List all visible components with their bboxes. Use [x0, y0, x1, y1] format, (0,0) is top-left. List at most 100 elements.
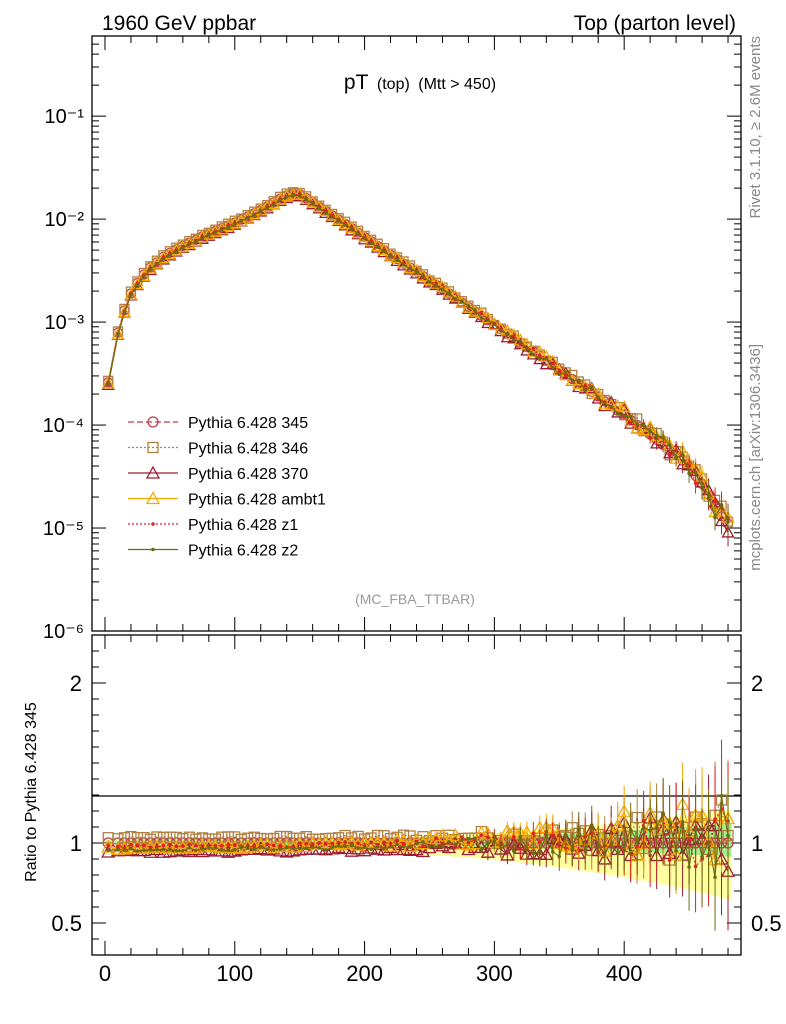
ratio-data-point: [525, 846, 529, 851]
ratio-data-point: [519, 824, 534, 838]
main-data-point: [726, 519, 730, 524]
main-data-point: [434, 284, 438, 288]
main-data-point: [486, 318, 490, 323]
legend-marker: [145, 465, 161, 479]
legend-label: Pythia 6.428 346: [188, 441, 308, 458]
ratio-data-point: [448, 828, 463, 842]
header-right: Top (parton level): [574, 12, 736, 35]
main-data-point: [278, 198, 283, 203]
legend-item: Pythia 6.428 346: [128, 441, 308, 458]
ratio-data-point: [667, 820, 672, 825]
ratio-data-point: [414, 841, 419, 846]
main-data-point: [615, 411, 620, 416]
main-data-point: [706, 492, 711, 497]
header-left: 1960 GeV ppbar: [102, 12, 256, 35]
main-data-point: [200, 236, 205, 240]
main-data-point: [479, 316, 484, 320]
ratio-data-point: [226, 848, 231, 853]
main-data-point: [258, 209, 263, 213]
ratio-data-point: [323, 841, 328, 846]
ratio-data-point: [116, 847, 120, 852]
ratio-data-point: [441, 832, 457, 846]
ratio-data-point: [200, 844, 205, 848]
ratio-y-tick-label-left: 2: [70, 671, 82, 696]
ratio-data-point: [129, 846, 133, 851]
main-data-point: [252, 213, 257, 217]
main-data-point: [421, 273, 425, 278]
main-data-point: [525, 346, 529, 351]
ratio-data-point: [187, 842, 192, 847]
ratio-data-point: [609, 842, 613, 846]
ratio-data-point: [336, 844, 341, 848]
main-y-tick-label: 10⁻¹: [45, 106, 85, 128]
ratio-data-point: [310, 842, 315, 847]
main-data-point: [570, 378, 575, 383]
ratio-data-point: [622, 843, 626, 848]
main-data-point: [617, 400, 631, 413]
main-data-point: [505, 332, 510, 337]
ratio-data-point: [300, 830, 312, 843]
main-data-point: [168, 252, 172, 257]
ratio-band-inner: [432, 838, 440, 847]
ratio-y-tick-label-left: 1: [70, 831, 82, 856]
main-data-point: [512, 338, 516, 343]
main-data-point: [395, 257, 399, 262]
ratio-data-point: [480, 844, 495, 858]
main-data-point: [116, 332, 120, 337]
ratio-data-point: [232, 848, 237, 852]
ratio-data-point: [349, 843, 354, 848]
ratio-data-point: [135, 843, 140, 848]
main-data-point: [122, 310, 127, 315]
ratio-data-point: [330, 841, 334, 846]
main-data-point: [479, 311, 484, 316]
ratio-data-point: [422, 830, 437, 844]
ratio-data-point: [473, 836, 477, 841]
ratio-data-point: [499, 846, 503, 850]
main-data-point: [624, 416, 638, 429]
ratio-data-point: [304, 841, 308, 846]
main-data-point: [447, 291, 451, 295]
main-data-point: [297, 194, 302, 198]
main-data-point: [557, 372, 562, 377]
ratio-data-point: [492, 839, 497, 843]
plot-title: pT (top) (Mtt > 450): [344, 71, 496, 94]
mcplots-label: mcplots.cern.ch [arXiv:1306.3436]: [747, 344, 764, 571]
main-data-point: [648, 436, 652, 440]
ratio-data-point: [155, 847, 159, 852]
ratio-data-point: [719, 794, 724, 798]
main-data-point: [635, 422, 639, 427]
ratio-data-point: [161, 843, 166, 848]
main-data-point: [700, 485, 704, 490]
ratio-data-point: [265, 842, 270, 846]
ratio-data-point: [531, 851, 536, 856]
ratio-data-point: [409, 833, 424, 847]
main-data-point: [174, 249, 179, 254]
main-data-point: [142, 274, 146, 279]
main-data-point: [531, 352, 536, 357]
main-data-point: [630, 421, 644, 434]
ratio-data-point: [408, 845, 412, 849]
ratio-data-point: [116, 844, 120, 849]
main-data-point: [641, 423, 646, 428]
main-data-point: [343, 222, 347, 227]
main-data-point: [598, 396, 612, 409]
ratio-data-point: [155, 845, 159, 849]
main-data-point: [611, 399, 625, 412]
ratio-data-point: [538, 850, 542, 854]
ratio-data-point: [226, 843, 231, 847]
ratio-series-line: [108, 798, 729, 861]
x-axis: 0 100 200 300 400: [99, 36, 729, 986]
main-data-point: [375, 245, 380, 249]
ratio-data-point: [395, 842, 399, 847]
main-data-point: [181, 246, 185, 250]
main-y-tick-label: 10⁻⁶: [43, 621, 84, 643]
main-data-point: [557, 369, 562, 373]
main-data-point: [538, 353, 542, 358]
rivet-version-label: Rivet 3.1.10, ≥ 2.6M events: [747, 36, 764, 219]
ratio-data-point: [500, 847, 515, 861]
legend: Pythia 6.428 345 Pythia 6.428 346 Pythia 6…: [128, 415, 326, 560]
main-data-point: [213, 230, 218, 235]
main-data-point: [550, 366, 555, 370]
ratio-data-point: [401, 841, 406, 846]
legend-item: Pythia 6.428 z1: [128, 517, 298, 534]
